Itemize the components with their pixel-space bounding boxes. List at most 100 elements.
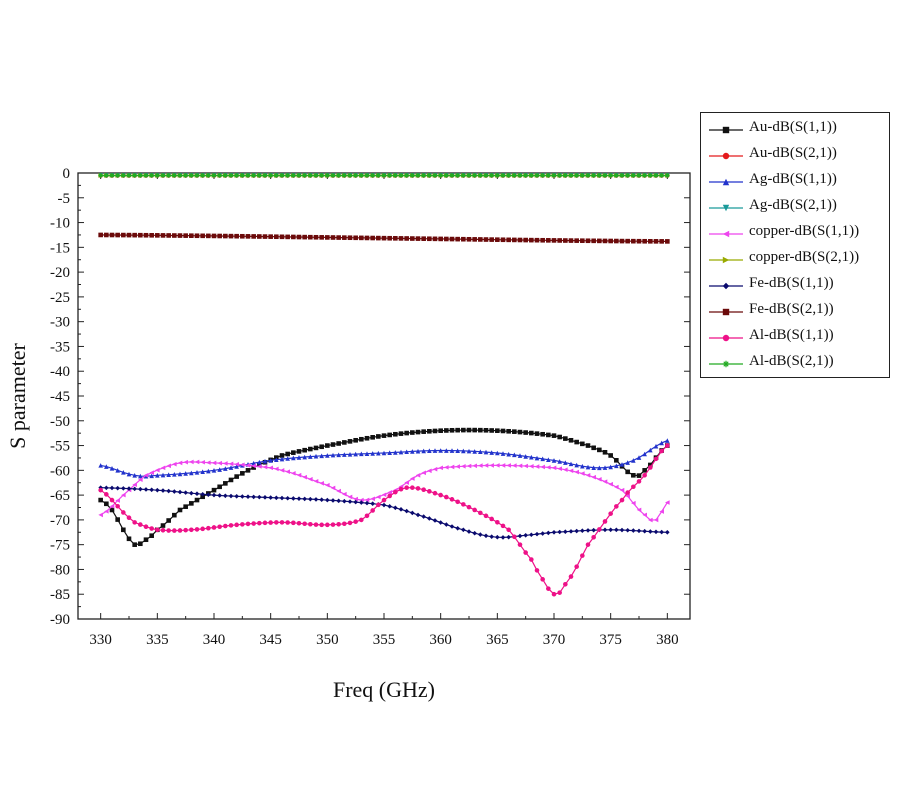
data-point: [478, 449, 483, 455]
data-point: [568, 238, 574, 243]
data-point: [557, 434, 562, 440]
data-point: [648, 462, 653, 468]
data-point: [313, 497, 319, 502]
legend-label: Al-dB(S(2,1)): [749, 353, 834, 369]
data-point: [427, 448, 432, 453]
data-point: [257, 234, 262, 239]
data-point: [534, 173, 540, 178]
data-point: [625, 173, 630, 178]
data-point: [625, 238, 630, 244]
data-point: [466, 427, 472, 433]
data-point: [625, 493, 630, 499]
data-point: [432, 236, 438, 242]
data-point: [149, 470, 154, 475]
legend-label: copper-dB(S(2,1)): [749, 249, 860, 265]
data-point: [512, 463, 517, 468]
data-point: [580, 441, 585, 447]
data-point: [302, 474, 307, 480]
data-point: [302, 454, 307, 460]
data-point: [132, 542, 137, 547]
data-point: [325, 453, 330, 458]
data-point: [336, 498, 341, 504]
data-point: [166, 488, 171, 494]
data-point: [223, 173, 228, 178]
data-point: [608, 464, 613, 470]
data-point: [126, 515, 132, 521]
data-point: [449, 497, 455, 502]
data-point: [625, 469, 630, 475]
x-tick-label: 375: [599, 632, 622, 648]
data-point: [455, 499, 460, 505]
legend-label: Fe-dB(S(1,1)): [749, 275, 834, 291]
data-point: [262, 234, 268, 239]
data-point: [109, 466, 115, 471]
legend-item: Au-dB(S(2,1)): [701, 143, 889, 169]
data-point: [557, 173, 562, 178]
data-point: [478, 532, 483, 537]
data-point: [546, 530, 551, 536]
data-point: [274, 520, 279, 525]
data-point: [421, 514, 426, 519]
data-point: [319, 453, 324, 459]
legend-swatch: [709, 308, 743, 316]
data-point: [557, 466, 562, 472]
y-axis: 0 -5 -10 -15 -20 -25 -30 -35 -40 -45 -50 -55 -60 -65 -…: [50, 166, 690, 628]
data-point: [404, 236, 409, 241]
data-point: [534, 237, 540, 243]
legend: Au-dB(S(1,1)) Au-dB(S(2,1)) Ag-dB(S(1,1)) A…: [700, 112, 890, 378]
data-point: [546, 586, 551, 591]
data-point: [421, 429, 426, 434]
data-point: [722, 204, 730, 212]
data-point: [353, 235, 358, 241]
x-tick-label: 340: [203, 632, 226, 648]
data-point: [591, 238, 596, 244]
data-point: [636, 238, 642, 244]
data-point: [398, 431, 404, 436]
data-point: [376, 450, 381, 456]
data-point: [285, 451, 290, 457]
data-point: [115, 485, 120, 491]
data-point: [461, 427, 466, 433]
series-line: [100, 429, 668, 546]
data-point: [189, 173, 194, 178]
data-point: [115, 503, 120, 509]
data-point: [653, 239, 659, 244]
data-point: [608, 173, 613, 178]
data-point: [234, 464, 239, 469]
data-point: [319, 522, 324, 528]
data-point: [534, 455, 540, 461]
data-point: [336, 521, 341, 527]
data-point: [149, 533, 154, 538]
data-point: [308, 234, 313, 240]
data-point: [529, 557, 534, 562]
series-2: [98, 438, 670, 479]
data-point: [659, 448, 664, 454]
data-point: [608, 453, 613, 458]
data-point: [506, 428, 511, 434]
data-point: [472, 463, 477, 469]
data-point: [506, 451, 511, 457]
data-point: [472, 173, 477, 178]
data-point: [245, 521, 251, 527]
y-tick-label: -55: [50, 439, 70, 455]
data-point: [234, 493, 239, 499]
data-point: [523, 173, 528, 178]
data-point: [551, 458, 557, 463]
data-point: [574, 564, 579, 569]
data-point: [636, 507, 642, 513]
data-point: [648, 173, 653, 178]
data-point: [359, 173, 364, 178]
data-point: [489, 237, 494, 242]
data-point: [200, 526, 205, 532]
data-point: [489, 463, 494, 468]
data-point: [104, 485, 109, 491]
y-tick-label: -50: [50, 414, 70, 430]
data-point: [217, 524, 222, 530]
data-point: [296, 234, 302, 240]
data-point: [551, 529, 557, 535]
data-point: [126, 232, 132, 238]
data-point: [319, 173, 324, 178]
data-point: [381, 433, 387, 438]
data-point: [444, 173, 449, 178]
